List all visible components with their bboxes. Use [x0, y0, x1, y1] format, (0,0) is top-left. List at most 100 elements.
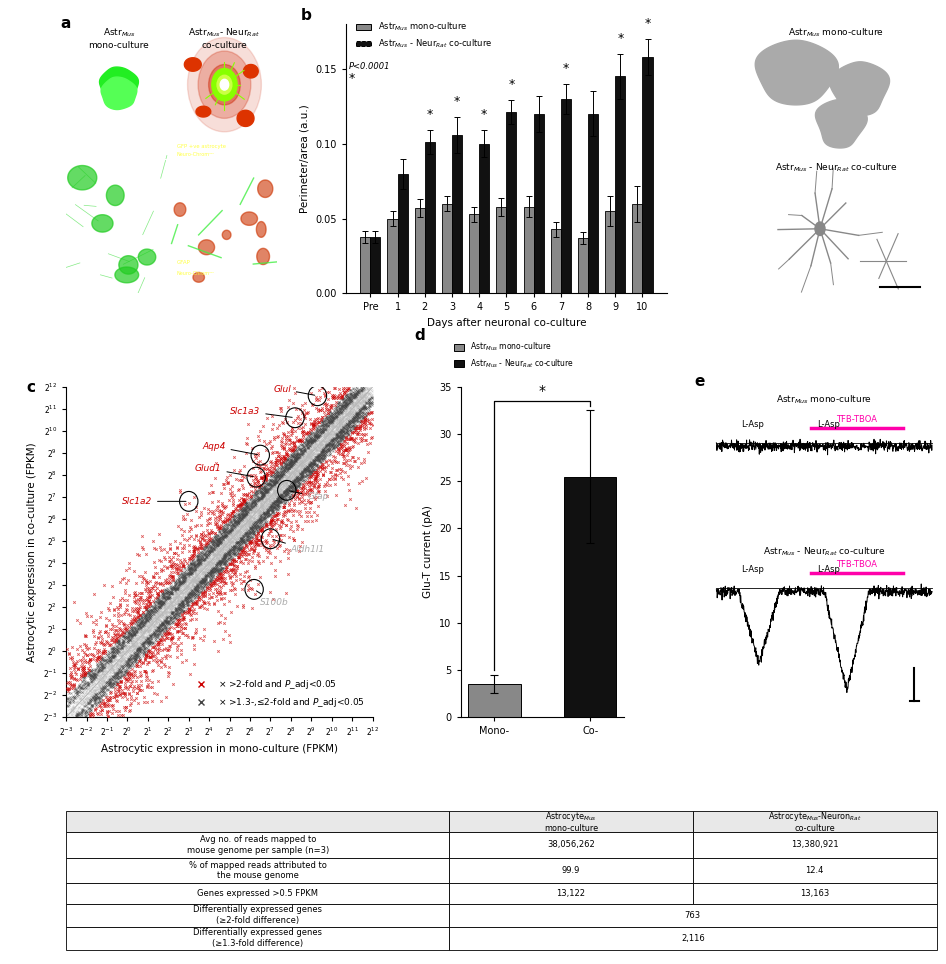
- Bar: [497, 206, 506, 293]
- Polygon shape: [99, 67, 138, 102]
- Text: c: c: [26, 381, 35, 395]
- Text: % of mapped reads attributed to
the mouse genome: % of mapped reads attributed to the mous…: [189, 861, 326, 880]
- Text: Aqp4: Aqp4: [202, 442, 257, 455]
- Polygon shape: [174, 202, 185, 216]
- Circle shape: [220, 79, 229, 90]
- Text: *: *: [508, 78, 515, 92]
- Text: Astrocyte$_{Mus}$
mono-culture: Astrocyte$_{Mus}$ mono-culture: [544, 810, 598, 833]
- FancyBboxPatch shape: [66, 883, 449, 903]
- Legend: Astr$_{Mus}$ mono-culture, Astr$_{Mus}$ - Neur$_{Rat}$ co-culture: Astr$_{Mus}$ mono-culture, Astr$_{Mus}$ …: [353, 17, 496, 53]
- FancyBboxPatch shape: [66, 903, 449, 926]
- Text: Astr$_{Mus}$
mono-culture: Astr$_{Mus}$ mono-culture: [89, 27, 149, 50]
- Text: *: *: [563, 62, 569, 75]
- Polygon shape: [237, 110, 254, 126]
- Circle shape: [209, 65, 240, 105]
- FancyBboxPatch shape: [449, 926, 937, 950]
- Text: L-Asp: L-Asp: [817, 419, 840, 429]
- Bar: [468, 684, 520, 717]
- Y-axis label: Glu-T current (pA): Glu-T current (pA): [424, 505, 433, 599]
- Text: Avg no. of reads mapped to
mouse genome per sample (n=3): Avg no. of reads mapped to mouse genome …: [186, 835, 329, 855]
- Bar: [632, 203, 642, 293]
- Polygon shape: [184, 58, 201, 71]
- Text: Astr$_{Mus}$ mono-culture: Astr$_{Mus}$ mono-culture: [788, 27, 884, 40]
- Polygon shape: [101, 77, 137, 110]
- Text: 99.9: 99.9: [562, 866, 580, 875]
- Bar: [360, 236, 370, 293]
- Bar: [469, 214, 480, 293]
- Bar: [370, 236, 380, 293]
- Text: GFAP: GFAP: [177, 259, 191, 265]
- FancyBboxPatch shape: [692, 883, 937, 903]
- FancyBboxPatch shape: [449, 858, 692, 883]
- Polygon shape: [114, 267, 139, 282]
- Text: TFB-TBOA: TFB-TBOA: [836, 560, 877, 569]
- FancyBboxPatch shape: [449, 883, 692, 903]
- Bar: [506, 113, 517, 293]
- Bar: [397, 174, 408, 293]
- Circle shape: [198, 51, 251, 119]
- Polygon shape: [815, 99, 867, 147]
- Text: Slc1a2: Slc1a2: [122, 496, 186, 506]
- Text: 13,122: 13,122: [556, 889, 586, 897]
- Text: TFB-TBOA: TFB-TBOA: [836, 415, 877, 423]
- Text: L-Asp: L-Asp: [741, 419, 763, 429]
- Text: 38,056,262: 38,056,262: [547, 841, 595, 849]
- Polygon shape: [193, 273, 204, 282]
- FancyBboxPatch shape: [449, 903, 937, 926]
- Text: Astr$_{Mus}$ - Neur$_{Rat}$ co-culture: Astr$_{Mus}$ - Neur$_{Rat}$ co-culture: [775, 161, 898, 174]
- Polygon shape: [68, 166, 96, 190]
- Text: d: d: [414, 328, 426, 342]
- Text: Astrocyte$_{Mus}$-Neuron$_{Rat}$
co-culture: Astrocyte$_{Mus}$-Neuron$_{Rat}$ co-cult…: [768, 810, 862, 833]
- Text: *: *: [644, 17, 651, 30]
- Polygon shape: [256, 249, 270, 264]
- Text: 12.4: 12.4: [805, 866, 824, 875]
- Text: L-Asp: L-Asp: [741, 565, 763, 574]
- Text: Astr$_{Mus}$ - Neur$_{Rat}$ co-culture: Astr$_{Mus}$ - Neur$_{Rat}$ co-culture: [762, 546, 885, 558]
- Bar: [388, 219, 397, 293]
- Bar: [414, 208, 425, 293]
- Bar: [534, 114, 544, 293]
- Text: L-Asp: L-Asp: [817, 565, 840, 574]
- Text: Differentially expressed genes
(≥2-fold difference): Differentially expressed genes (≥2-fold …: [193, 905, 323, 924]
- Circle shape: [815, 222, 825, 235]
- Text: e: e: [694, 374, 704, 388]
- Text: 13,380,921: 13,380,921: [791, 841, 838, 849]
- Text: *: *: [349, 72, 355, 85]
- Text: GFP +ve astrocyte: GFP +ve astrocyte: [177, 144, 226, 149]
- Bar: [523, 206, 534, 293]
- Polygon shape: [257, 180, 272, 198]
- FancyBboxPatch shape: [66, 858, 449, 883]
- Text: 763: 763: [685, 911, 701, 920]
- Text: Astr$_{Mus}$- Neur$_{Rat}$
co-culture: Astr$_{Mus}$- Neur$_{Rat}$ co-culture: [188, 27, 260, 50]
- Legend: × >2-fold and $P$_adj<0.05, × >1.3-,≤2-fold and $P$_adj<0.05: × >2-fold and $P$_adj<0.05, × >1.3-,≤2-f…: [188, 675, 368, 712]
- Text: Slc1a3: Slc1a3: [230, 407, 292, 417]
- FancyBboxPatch shape: [449, 811, 692, 832]
- Bar: [442, 203, 452, 293]
- Polygon shape: [222, 230, 231, 239]
- Text: *: *: [617, 32, 623, 45]
- Bar: [480, 144, 489, 293]
- Polygon shape: [199, 240, 215, 254]
- FancyBboxPatch shape: [692, 858, 937, 883]
- Text: *: *: [427, 108, 433, 121]
- Text: 13,163: 13,163: [800, 889, 830, 897]
- Text: Glud1: Glud1: [195, 464, 254, 476]
- Text: Astr$_{Mus}$ mono-culture: Astr$_{Mus}$ mono-culture: [777, 393, 872, 406]
- Bar: [615, 76, 625, 293]
- Text: Differentially expressed genes
(≥1.3-fold difference): Differentially expressed genes (≥1.3-fol…: [193, 928, 323, 948]
- Polygon shape: [92, 215, 113, 232]
- Text: Aldh1l1: Aldh1l1: [273, 540, 325, 554]
- Polygon shape: [241, 212, 257, 226]
- Text: Glul: Glul: [273, 385, 315, 395]
- Polygon shape: [138, 249, 156, 265]
- Text: Neuro-Chromᵀᴹ: Neuro-Chromᵀᴹ: [177, 271, 215, 276]
- Text: *: *: [482, 108, 487, 121]
- FancyBboxPatch shape: [66, 811, 449, 832]
- Text: S100b: S100b: [256, 591, 289, 607]
- Circle shape: [187, 38, 261, 132]
- Polygon shape: [106, 185, 124, 205]
- Y-axis label: Perimeter/area (a.u.): Perimeter/area (a.u.): [300, 104, 309, 213]
- Bar: [551, 229, 561, 293]
- Y-axis label: Astrocytic expression in co-culture (FPKM): Astrocytic expression in co-culture (FPK…: [27, 442, 37, 661]
- Text: Neuro-Chromᵀᴹ: Neuro-Chromᵀᴹ: [177, 152, 215, 157]
